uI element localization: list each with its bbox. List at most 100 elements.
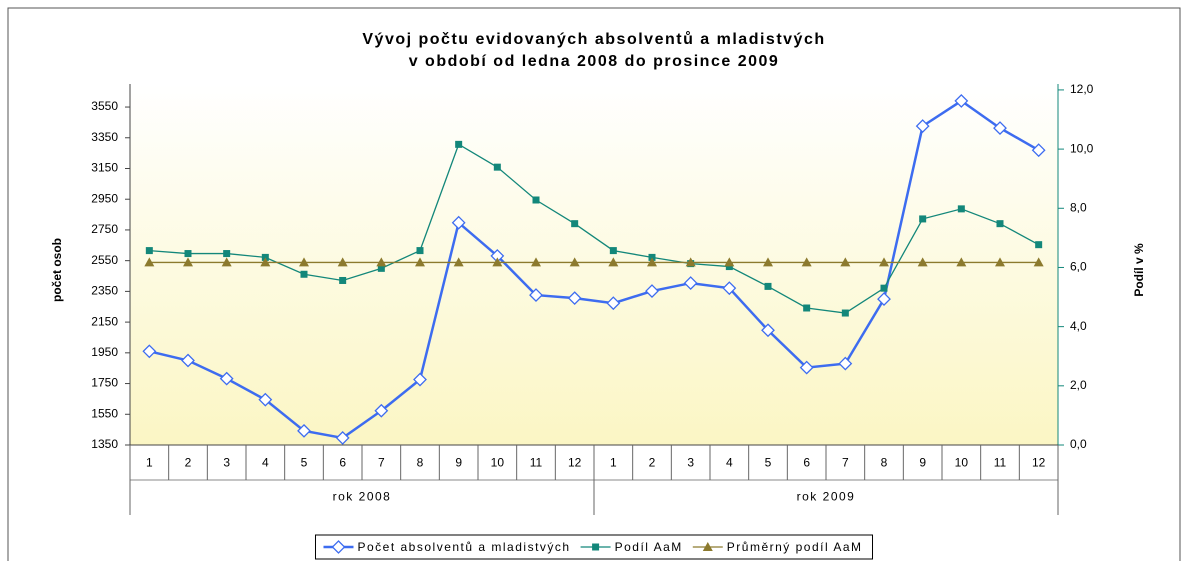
square-marker [339, 276, 347, 284]
group-label: rok 2009 [797, 490, 856, 504]
diamond-marker [838, 356, 853, 371]
triangle-marker [917, 257, 928, 267]
y-axis-label: počet osob [50, 238, 64, 302]
x-tick-label: 9 [455, 456, 462, 470]
triangle-marker [376, 257, 387, 267]
triangle-marker [763, 257, 773, 267]
square-marker [300, 270, 308, 278]
diamond-marker [993, 121, 1007, 136]
x-tick-label: 9 [919, 456, 926, 470]
series-line [149, 99, 1040, 440]
legend-label: Počet absolventů a mladistvých [357, 540, 570, 554]
y2-tick-label: 0,0 [1070, 437, 1087, 451]
group-label: rok 2008 [333, 490, 392, 504]
y-tick-label: 2950 [91, 191, 118, 205]
triangle-marker [724, 257, 735, 267]
diamond-marker [297, 423, 311, 438]
x-tick-label: 12 [1032, 456, 1046, 470]
y-tick-label: 2150 [91, 314, 118, 328]
square-marker [532, 196, 540, 204]
y-tick-label: 3550 [91, 99, 118, 113]
x-tick-label: 5 [301, 456, 308, 470]
triangle-marker [299, 257, 309, 267]
triangle-marker [569, 257, 580, 267]
chart-title: v období od ledna 2008 do prosince 2009 [409, 53, 780, 70]
diamond-marker [181, 353, 195, 368]
y-tick-label: 2550 [91, 253, 118, 267]
triangle-marker [415, 257, 425, 267]
y-tick-label: 1750 [91, 376, 118, 390]
square-marker [996, 220, 1004, 228]
square-marker [957, 205, 965, 213]
triangle-marker [531, 257, 541, 267]
legend: Počet absolventů a mladistvých Podíl AaM P… [314, 534, 874, 560]
triangle-marker [956, 257, 967, 267]
y-tick-label: 2350 [91, 284, 118, 298]
diamond-marker [722, 281, 737, 296]
x-tick-label: 2 [185, 456, 192, 470]
x-tick-label: 11 [530, 456, 543, 470]
triangle-marker [685, 257, 696, 267]
diamond-marker [219, 371, 234, 386]
y2-axis-label: Podíl v % [1132, 243, 1146, 297]
square-marker [223, 250, 231, 258]
y-tick-label: 1550 [91, 406, 118, 420]
y2-tick-label: 6,0 [1070, 260, 1087, 274]
diamond-marker [606, 296, 621, 311]
square-marker [184, 250, 192, 258]
diamond-marker [258, 392, 273, 407]
x-tick-label: 3 [687, 456, 694, 470]
plot-area [130, 84, 1058, 445]
square-marker [648, 253, 656, 261]
legend-label: Průměrný podíl AaM [727, 540, 863, 554]
x-tick-label: 7 [378, 456, 385, 470]
chart-frame [7, 7, 1181, 561]
square-marker [764, 282, 772, 290]
diamond-marker [413, 372, 427, 387]
triangle-marker [221, 257, 232, 267]
y2-tick-label: 4,0 [1070, 319, 1087, 333]
diamond-marker [877, 292, 891, 306]
triangle-marker [260, 257, 271, 267]
triangle-marker [702, 542, 713, 551]
square-marker [592, 543, 600, 551]
triangle-marker [995, 257, 1005, 267]
x-tick-label: 4 [726, 456, 733, 470]
x-tick-label: 4 [262, 456, 269, 470]
y-tick-label: 3150 [91, 161, 118, 175]
square-marker [145, 247, 153, 255]
diamond-marker [761, 323, 775, 338]
triangle-marker [453, 257, 464, 267]
x-tick-label: 7 [842, 456, 849, 470]
diamond-marker [142, 344, 157, 359]
y2-tick-label: 8,0 [1070, 200, 1087, 214]
triangle-marker [840, 257, 851, 267]
diamond-marker [954, 93, 969, 108]
y-tick-label: 2750 [91, 222, 118, 236]
triangle-marker [183, 257, 193, 267]
x-tick-label: 11 [994, 456, 1007, 470]
x-tick-label: 1 [146, 456, 153, 470]
square-marker [416, 247, 424, 255]
diamond-marker [645, 284, 659, 298]
triangle-marker [647, 257, 657, 267]
diamond-marker [374, 403, 389, 418]
square-marker [919, 215, 927, 223]
x-tick-label: 6 [339, 456, 346, 470]
y2-tick-label: 12,0 [1070, 82, 1094, 96]
square-marker [609, 247, 617, 255]
x-tick-label: 10 [955, 456, 969, 470]
triangle-marker [337, 257, 348, 267]
diamond-marker [799, 360, 814, 375]
square-marker [455, 140, 463, 148]
square-marker [841, 309, 849, 317]
triangle-marker [801, 257, 812, 267]
x-tick-label: 12 [568, 456, 582, 470]
diamond-marker [915, 119, 930, 134]
y2-tick-label: 10,0 [1070, 141, 1094, 155]
x-tick-label: 5 [765, 456, 772, 470]
triangle-marker [1033, 257, 1044, 267]
series-line [149, 143, 1039, 314]
x-tick-label: 3 [223, 456, 230, 470]
